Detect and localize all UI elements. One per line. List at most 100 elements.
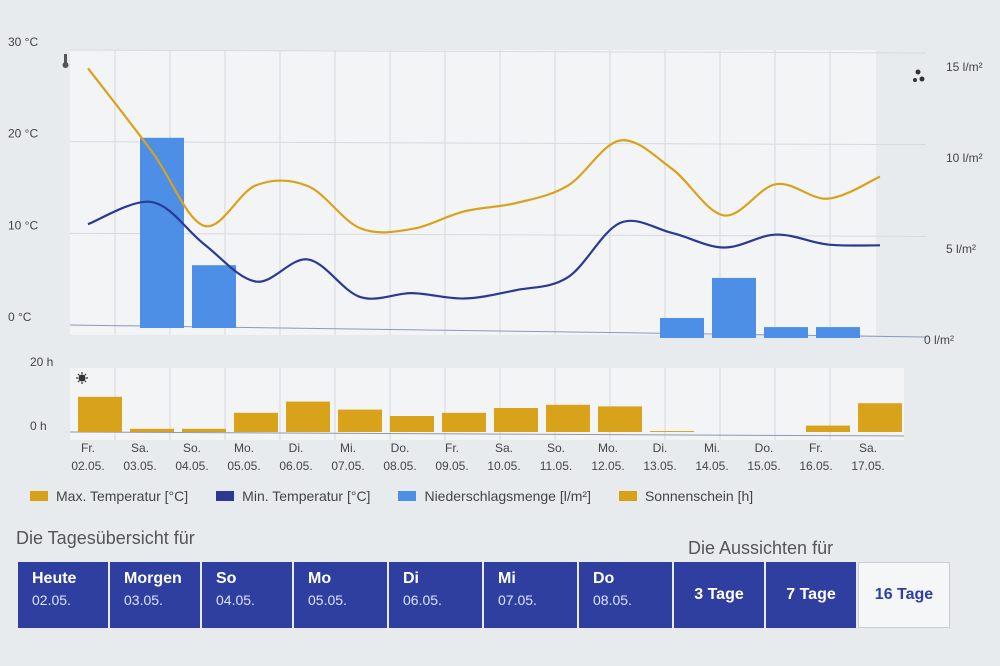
day-date-label: 02.05.	[71, 459, 104, 473]
legend-swatch	[30, 491, 48, 501]
precip-tick-label: 5 l/m²	[946, 242, 976, 256]
temp-tick-label: 30 °C	[8, 35, 38, 49]
day-date-label: 07.05.	[331, 459, 364, 473]
legend-label: Max. Temperatur [°C]	[56, 488, 189, 504]
precipitation-bar	[660, 317, 704, 338]
sunshine-bar	[234, 412, 278, 432]
temp-tick-label: 0 °C	[8, 310, 32, 324]
legend-label: Min. Temperatur [°C]	[242, 488, 371, 504]
day-date-label: 09.05.	[435, 459, 468, 473]
nav-day-so[interactable]: So 04.05.	[202, 562, 294, 628]
max-temperature-line	[87, 67, 881, 234]
chart-legend: Max. Temperatur [°C] Min. Temperatur [°C]…	[30, 488, 753, 504]
day-date-label: 04.05.	[175, 459, 208, 473]
weather-chart: 30 °C 20 °C 10 °C 0 °C 15 l/m² 10 l/m² 5 l/m² 0…	[8, 35, 983, 473]
min-temperature-line	[87, 200, 881, 300]
day-weekday-label: Mo.	[598, 441, 618, 455]
outlook-label: Die Aussichten für	[688, 538, 834, 558]
day-date-label: 15.05.	[747, 459, 780, 473]
nav-day-date: 05.05.	[308, 592, 347, 608]
sunshine-bar	[130, 428, 174, 432]
day-weekday-label: Sa.	[859, 441, 877, 455]
legend-item[interactable]: Niederschlagsmenge [l/m²]	[398, 488, 591, 504]
day-date-label: 03.05.	[123, 459, 156, 473]
day-weekday-label: Mi.	[704, 441, 720, 455]
day-date-label: 08.05.	[383, 459, 416, 473]
legend-swatch	[618, 491, 637, 501]
sunshine-bar	[858, 403, 902, 432]
nav-day-date: 07.05.	[498, 592, 537, 608]
precip-tick-label: 10 l/m²	[946, 151, 983, 165]
sunshine-bar	[338, 409, 382, 432]
range-button-3-tage[interactable]: 3 Tage	[674, 562, 766, 628]
nav-day-name: Di	[403, 570, 419, 587]
temp-tick-label: 20 °C	[8, 127, 38, 141]
nav-day-date: 02.05.	[32, 592, 71, 608]
nav-day-heute[interactable]: Heute 02.05.	[18, 562, 110, 628]
nav-day-mo[interactable]: Mo 05.05.	[294, 562, 389, 628]
day-weekday-label: Di.	[653, 441, 668, 455]
thermometer-icon	[62, 54, 69, 68]
day-weekday-label: Sa.	[495, 441, 513, 455]
day-date-label: 17.05.	[851, 459, 884, 473]
sunshine-bar	[182, 428, 226, 432]
sunshine-bar	[78, 396, 122, 432]
nav-day-date: 03.05.	[124, 592, 163, 608]
day-weekday-label: Sa.	[131, 441, 149, 455]
day-date-label: 12.05.	[591, 459, 624, 473]
precipitation-bar	[140, 137, 184, 328]
sun-tick-label: 20 h	[30, 355, 53, 369]
grid-line	[69, 431, 905, 437]
day-weekday-label: Do.	[391, 441, 410, 455]
sunshine-plot-area	[70, 368, 904, 440]
sunshine-bar	[806, 425, 850, 432]
sun-tick-label: 0 h	[30, 419, 47, 433]
day-weekday-label: Fr.	[809, 441, 823, 455]
nav-day-morgen[interactable]: Morgen 03.05.	[110, 562, 202, 628]
day-date-label: 16.05.	[799, 459, 832, 473]
raindrop-icon	[913, 69, 925, 82]
day-date-label: 10.05.	[487, 459, 520, 473]
day-weekday-label: So.	[183, 441, 201, 455]
range-button-16-tage[interactable]: 16 Tage	[858, 562, 950, 628]
legend-item[interactable]: Sonnenschein [h]	[618, 488, 754, 504]
legend-label: Niederschlagsmenge [l/m²]	[424, 488, 591, 504]
nav-day-date: 06.05.	[403, 592, 442, 608]
nav-day-di[interactable]: Di 06.05.	[389, 562, 484, 628]
legend-item[interactable]: Min. Temperatur [°C]	[216, 488, 370, 504]
sunshine-bar	[286, 401, 330, 432]
day-weekday-label: Mi.	[340, 441, 356, 455]
nav-day-date: 04.05.	[216, 592, 255, 608]
legend-label: Sonnenschein [h]	[644, 488, 754, 504]
day-date-label: 06.05.	[279, 459, 312, 473]
nav-day-date: 08.05.	[593, 592, 632, 608]
nav-day-name: Mi	[498, 570, 516, 587]
sunshine-bar	[650, 431, 694, 432]
day-weekday-label: Do.	[755, 441, 774, 455]
nav-day-mi[interactable]: Mi 07.05.	[484, 562, 579, 628]
nav-day-name: Heute	[32, 570, 77, 587]
legend-swatch	[398, 491, 417, 501]
sun-icon	[76, 372, 88, 384]
nav-day-name: Do	[593, 570, 615, 587]
day-weekday-label: Fr.	[81, 441, 95, 455]
nav-day-do[interactable]: Do 08.05.	[579, 562, 674, 628]
temp-tick-label: 10 °C	[8, 218, 38, 232]
day-date-label: 11.05.	[540, 459, 572, 473]
sunshine-bar	[546, 404, 590, 432]
legend-swatch	[216, 491, 235, 501]
sunshine-bar	[442, 412, 486, 432]
precip-tick-label: 15 l/m²	[946, 60, 983, 74]
range-button-7-tage[interactable]: 7 Tage	[766, 562, 858, 628]
grid-line	[69, 49, 927, 54]
precipitation-bar	[816, 327, 860, 338]
sunshine-bar	[390, 416, 434, 432]
day-navigation: Heute 02.05. Morgen 03.05. So 04.05. Mo 05.05. D…	[18, 562, 950, 628]
day-weekday-label: Di.	[289, 441, 304, 455]
legend-item[interactable]: Max. Temperatur [°C]	[30, 488, 188, 504]
precipitation-bar	[764, 327, 808, 338]
day-weekday-label: Mo.	[234, 441, 254, 455]
precipitation-bar	[192, 265, 236, 328]
day-date-label: 13.05.	[643, 459, 676, 473]
day-date-label: 14.05.	[695, 459, 728, 473]
